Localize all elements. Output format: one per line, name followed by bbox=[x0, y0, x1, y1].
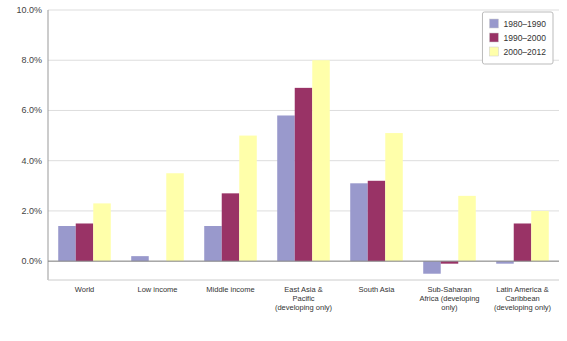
legend-box bbox=[482, 12, 553, 64]
legend-swatch bbox=[489, 47, 498, 56]
bar bbox=[312, 60, 330, 261]
zero-line bbox=[48, 261, 559, 262]
bar bbox=[295, 88, 313, 261]
y-tick-label: 8.0% bbox=[21, 55, 42, 65]
x-tick-label: South Asia bbox=[359, 285, 396, 294]
legend-label: 1990–2000 bbox=[503, 33, 546, 43]
bar bbox=[166, 173, 184, 261]
bars bbox=[58, 60, 549, 273]
bar bbox=[277, 115, 295, 261]
x-tick-label: Sub-SaharanAfrica (developingonly) bbox=[419, 285, 479, 312]
legend-swatch bbox=[489, 19, 498, 28]
bar bbox=[514, 223, 532, 261]
bar bbox=[423, 261, 441, 274]
y-tick-label: 6.0% bbox=[21, 105, 42, 115]
bar bbox=[368, 181, 386, 261]
y-tick-label: 0.0% bbox=[21, 256, 42, 266]
legend-label: 2000–2012 bbox=[503, 47, 546, 57]
bar bbox=[131, 256, 149, 261]
grid-line bbox=[48, 261, 559, 262]
x-tick-label: Low income bbox=[137, 285, 177, 294]
legend: 1980–1990 1990–2000 2000–2012 bbox=[482, 12, 553, 64]
bar bbox=[239, 136, 257, 262]
bar bbox=[531, 211, 549, 261]
bar bbox=[76, 223, 94, 261]
bar bbox=[350, 183, 368, 261]
legend-swatch bbox=[489, 33, 498, 42]
bar bbox=[93, 203, 111, 261]
y-ticks: 0.0% 2.0% 4.0% 6.0% 8.0% 10.0% bbox=[16, 5, 42, 266]
y-tick-label: 2.0% bbox=[21, 206, 42, 216]
grid bbox=[48, 10, 559, 261]
bar bbox=[222, 193, 240, 261]
bar bbox=[58, 226, 76, 261]
bar bbox=[458, 196, 476, 261]
legend-label: 1980–1990 bbox=[503, 19, 546, 29]
chart: 0.0% 2.0% 4.0% 6.0% 8.0% 10.0% World Low income… bbox=[0, 0, 567, 341]
x-tick-label: Latin America &Caribbean(developing only… bbox=[494, 285, 552, 312]
x-tick-label: World bbox=[75, 285, 94, 294]
x-tick-label: Middle income bbox=[206, 285, 254, 294]
x-tick-label: East Asia &Pacific(developing only) bbox=[275, 285, 333, 312]
y-tick-label: 10.0% bbox=[16, 5, 42, 15]
grid-line bbox=[48, 10, 559, 11]
y-axis-line bbox=[48, 10, 49, 280]
y-tick-label: 4.0% bbox=[21, 156, 42, 166]
x-tick-labels: World Low income Middle income East Asia &P… bbox=[75, 285, 552, 312]
bar bbox=[204, 226, 222, 261]
plot-bottom-edge bbox=[48, 280, 559, 281]
bar bbox=[385, 133, 403, 261]
